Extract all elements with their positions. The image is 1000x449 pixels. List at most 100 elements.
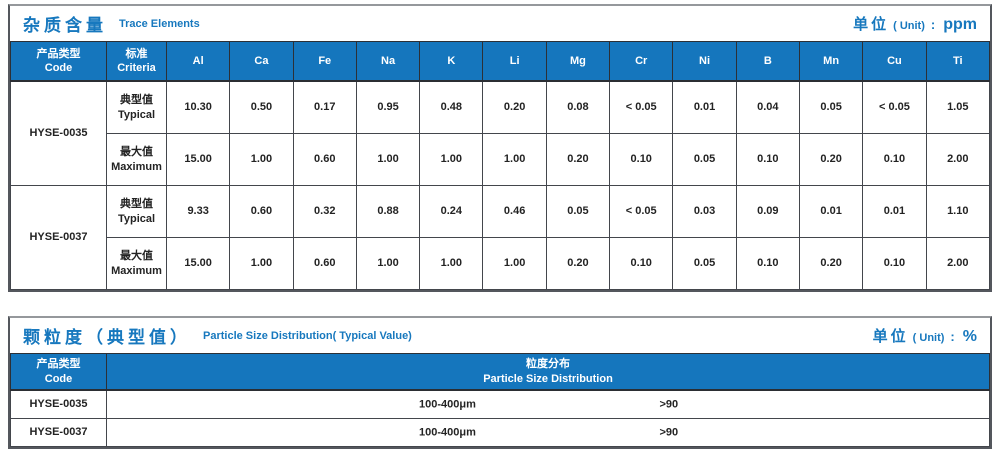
value-cell: 1.00 xyxy=(419,237,484,290)
code-column-header: 产品类型 Code xyxy=(10,353,107,391)
value-cell: 0.10 xyxy=(609,133,674,186)
value-cell: 10.30 xyxy=(165,80,231,134)
value-cell: 2.00 xyxy=(925,133,991,186)
table-row: HYSE-0035 典型值 Typical 10.30 0.50 0.17 0.95 0… xyxy=(10,80,991,186)
element-column-header: Ni xyxy=(672,41,737,82)
element-column-header: Cu xyxy=(862,41,927,82)
value-cell: 0.20 xyxy=(545,133,611,186)
trace-elements-title-zh: 杂质含量 xyxy=(23,16,107,35)
particle-size-title-row: 颗粒度（典型值） Particle Size Distribution( Typ… xyxy=(10,318,990,353)
value-cell: 0.01 xyxy=(798,185,864,238)
element-column-header: Mn xyxy=(798,41,864,82)
unit-label-zh: 单位 xyxy=(853,16,890,33)
unit-label-en: ( Unit) xyxy=(912,332,945,344)
value-cell: 0.05 xyxy=(798,80,864,134)
size-range: 100-400μm xyxy=(418,397,476,410)
element-column-header: Fe xyxy=(292,41,357,82)
element-column-header: B xyxy=(735,41,800,82)
element-column-header: Cr xyxy=(609,41,674,82)
value-cell: 0.60 xyxy=(229,185,294,238)
value-cell: < 0.05 xyxy=(862,80,927,134)
value-cell: 1.05 xyxy=(925,80,991,134)
value-cell: 0.10 xyxy=(735,237,800,290)
element-column-header: K xyxy=(419,41,484,82)
value-cell: 1.10 xyxy=(925,185,991,238)
value-cell: 9.33 xyxy=(165,185,231,238)
value-cell: 0.50 xyxy=(229,80,294,134)
value-cell: 0.03 xyxy=(672,185,737,238)
distribution-column-header: 粒度分布 Particle Size Distribution xyxy=(106,353,990,391)
value-cell: 0.32 xyxy=(292,185,357,238)
value-cell: 0.09 xyxy=(735,185,800,238)
element-column-header: Ca xyxy=(229,41,294,82)
unit-colon: : xyxy=(950,329,955,344)
particle-size-panel: 颗粒度（典型值） Particle Size Distribution( Typ… xyxy=(8,316,992,449)
value-cell: 0.10 xyxy=(862,237,927,290)
element-column-header: Al xyxy=(165,41,231,82)
value-cell: 0.01 xyxy=(862,185,927,238)
value-cell: 0.10 xyxy=(862,133,927,186)
criteria-cell: 最大值 Maximum xyxy=(106,133,167,186)
table-row: HYSE-0037 典型值 Typical 9.33 0.60 0.32 0.88 0.… xyxy=(10,185,991,290)
unit-label-en: ( Unit) xyxy=(893,20,925,32)
criteria-cell: 典型值 Typical xyxy=(106,80,167,134)
element-column-header: Na xyxy=(355,41,421,82)
value-cell: 0.60 xyxy=(292,237,357,290)
value-cell: 1.00 xyxy=(482,133,547,186)
criteria-cell: 典型值 Typical xyxy=(106,185,167,238)
trace-elements-table: 产品类型 Code 标准 Criteria Al Ca Fe Na K Li Mg Cr Ni B… xyxy=(10,41,991,290)
value-cell: 1.00 xyxy=(419,133,484,186)
element-column-header: Ti xyxy=(925,41,991,82)
value-cell: 0.05 xyxy=(672,133,737,186)
value-cell: 15.00 xyxy=(165,133,231,186)
product-code-cell: HYSE-0037 xyxy=(10,185,107,290)
value-cell: 1.00 xyxy=(355,133,421,186)
unit-value: ppm xyxy=(943,16,977,33)
value-cell: < 0.05 xyxy=(609,80,674,134)
value-cell: 0.24 xyxy=(419,185,484,238)
trace-elements-title-row: 杂质含量 Trace Elements 单位 ( Unit) : ppm xyxy=(10,6,990,41)
value-cell: 0.20 xyxy=(798,133,864,186)
value-cell: 0.48 xyxy=(419,80,484,134)
value-cell: 0.10 xyxy=(609,237,674,290)
particle-size-title-zh: 颗粒度（典型值） xyxy=(23,328,191,347)
value-cell: 1.00 xyxy=(229,133,294,186)
criteria-column-header: 标准 Criteria xyxy=(106,41,167,82)
value-cell: 0.46 xyxy=(482,185,547,238)
trace-elements-unit: 单位 ( Unit) : ppm xyxy=(853,13,977,34)
trace-elements-header-row: 产品类型 Code 标准 Criteria Al Ca Fe Na K Li Mg Cr Ni B… xyxy=(10,41,991,82)
trace-elements-title-en: Trace Elements xyxy=(119,17,200,30)
value-cell: 2.00 xyxy=(925,237,991,290)
table-row: 最大值 Maximum 15.00 1.00 0.60 1.00 1.00 1.00 0.2… xyxy=(11,133,991,186)
element-column-header: Mg xyxy=(545,41,611,82)
distribution-cell: 100-400μm >90 xyxy=(106,389,990,419)
criteria-cell: 最大值 Maximum xyxy=(106,237,167,290)
value-cell: 0.08 xyxy=(545,80,611,134)
value-cell: 0.01 xyxy=(672,80,737,134)
value-cell: 15.00 xyxy=(165,237,231,290)
value-cell: 0.10 xyxy=(735,133,800,186)
value-cell: 0.20 xyxy=(482,80,547,134)
trace-elements-panel: 杂质含量 Trace Elements 单位 ( Unit) : ppm 产品类… xyxy=(8,4,992,292)
element-column-header: Li xyxy=(482,41,547,82)
table-row: HYSE-0035 100-400μm >90 xyxy=(10,389,990,419)
particle-size-unit: 单位 ( Unit) : % xyxy=(873,325,977,346)
value-cell: 0.20 xyxy=(545,237,611,290)
unit-value: % xyxy=(962,328,977,345)
value-cell: 0.20 xyxy=(798,237,864,290)
value-cell: 0.05 xyxy=(545,185,611,238)
value-cell: 0.04 xyxy=(735,80,800,134)
table-row: 最大值 Maximum 15.00 1.00 0.60 1.00 1.00 1.00 0.2… xyxy=(11,237,991,290)
value-cell: 0.95 xyxy=(355,80,421,134)
value-cell: 1.00 xyxy=(229,237,294,290)
product-code-cell: HYSE-0035 xyxy=(10,389,107,419)
value-cell: < 0.05 xyxy=(609,185,674,238)
product-code-cell: HYSE-0035 xyxy=(10,80,107,186)
code-column-header: 产品类型 Code xyxy=(10,41,107,82)
value-cell: 0.05 xyxy=(672,237,737,290)
value-cell: 0.17 xyxy=(292,80,357,134)
value-cell: 1.00 xyxy=(482,237,547,290)
value-cell: 0.60 xyxy=(292,133,357,186)
unit-label-zh: 单位 xyxy=(872,328,909,345)
